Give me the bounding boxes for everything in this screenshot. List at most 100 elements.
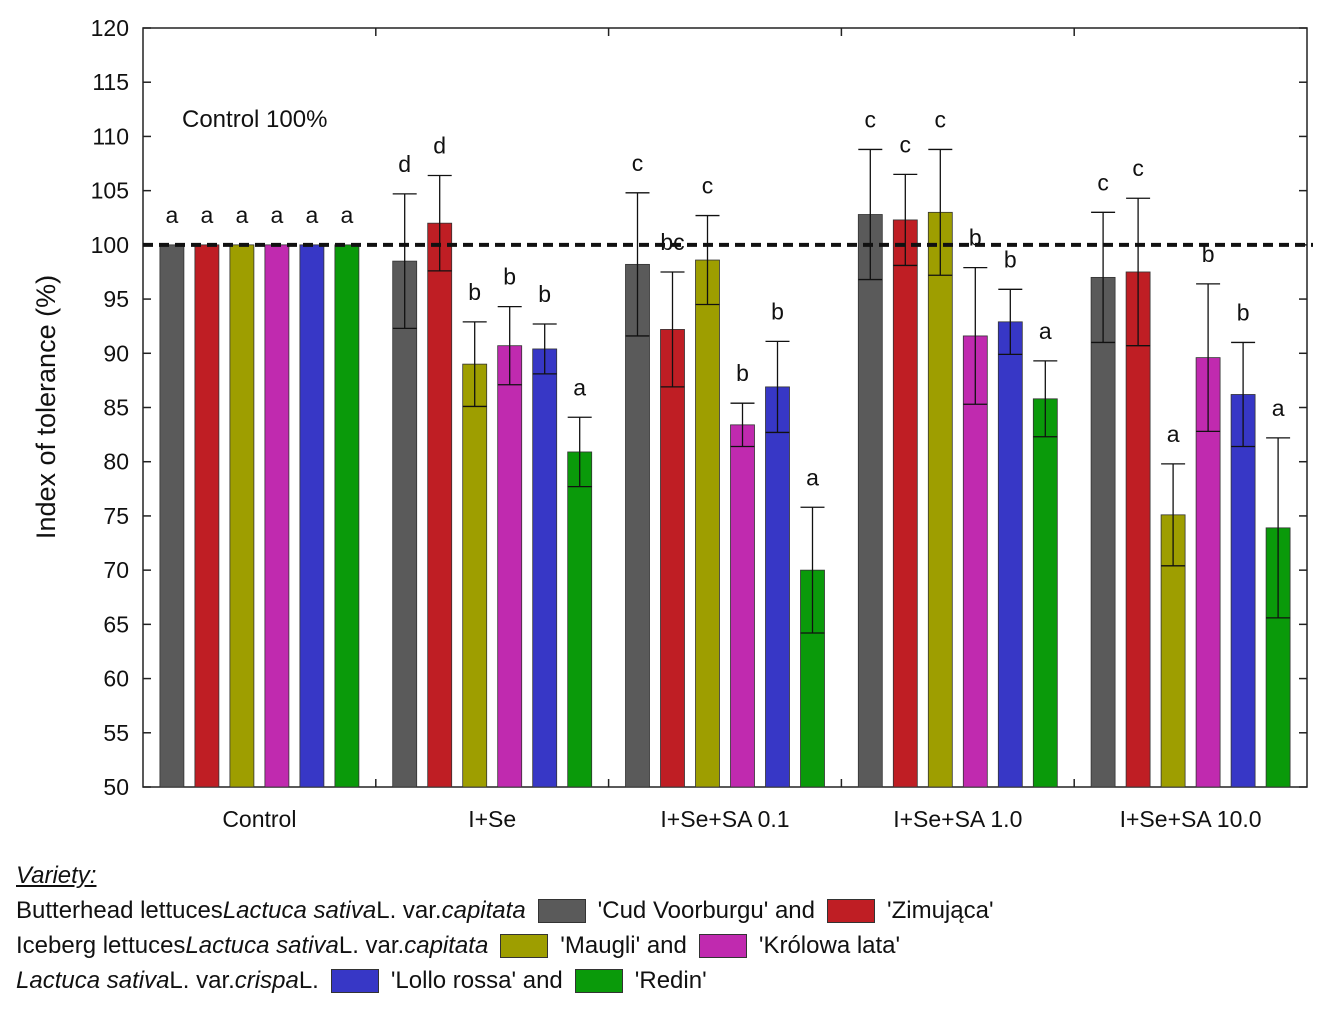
significance-letter: b — [1237, 299, 1250, 325]
legend-swatch-maugli — [500, 933, 549, 958]
significance-letter: b — [1202, 241, 1215, 267]
x-tick-label: I+Se+SA 1.0 — [893, 806, 1022, 832]
bar — [532, 348, 558, 788]
legend-title: Variety: — [16, 862, 97, 889]
x-tick-label: I+Se+SA 10.0 — [1120, 806, 1262, 832]
y-tick-label: 65 — [103, 611, 129, 637]
legend-item-zimujaca: 'Zimująca' — [887, 897, 994, 924]
legend-swatch-cud-voorburgu — [537, 898, 586, 923]
legend-row-mid: L. var. — [376, 897, 442, 924]
y-tick-label: 75 — [103, 503, 129, 529]
bar — [997, 321, 1023, 788]
bar — [497, 345, 523, 788]
labels-layer: 50 55 60 65 70 75 80 85 90 95 100 105 110 115 120 Contr… — [91, 15, 1313, 832]
bar — [427, 222, 453, 788]
legend-species: Lactuca sativa — [222, 897, 377, 924]
significance-letter: d — [398, 151, 411, 177]
bar — [264, 244, 290, 788]
y-tick-label: 100 — [91, 232, 129, 258]
x-tick-label: I+Se+SA 0.1 — [660, 806, 789, 832]
significance-letter: c — [632, 150, 644, 176]
significance-letter: a — [236, 202, 249, 228]
significance-letter: a — [1039, 318, 1052, 344]
legend-item-cud-voorburgu: 'Cud Voorburgu' and — [597, 897, 815, 924]
significance-letter: d — [433, 132, 446, 158]
significance-letter: a — [166, 202, 179, 228]
bar — [730, 424, 755, 788]
significance-letter: b — [468, 279, 481, 305]
bar — [299, 244, 325, 788]
significance-letter: a — [806, 464, 819, 490]
significance-letter: a — [573, 374, 586, 400]
y-tick-label: 120 — [91, 15, 129, 41]
significance-letter: b — [771, 298, 784, 324]
bar — [1230, 394, 1256, 788]
significance-letter: c — [1097, 169, 1109, 195]
significance-letter: b — [538, 281, 551, 307]
legend-row-crispa: Lactuca sativa L. var. crispa L. 'Lollo … — [16, 963, 994, 998]
significance-letter: c — [865, 106, 877, 132]
y-tick-label: 50 — [103, 774, 129, 800]
legend: Variety: Butterhead lettuces Lactuca sat… — [16, 858, 994, 998]
legend-swatch-krolowa-lata — [698, 933, 747, 958]
legend-row-suffix: L. — [298, 967, 319, 994]
bar — [695, 259, 720, 788]
significance-letter: a — [201, 202, 214, 228]
bar — [660, 329, 685, 788]
significance-letter: c — [702, 173, 714, 199]
y-tick-label: 105 — [91, 178, 129, 204]
legend-item-redin: 'Redin' — [634, 967, 707, 994]
bar — [962, 335, 988, 788]
bar — [625, 263, 650, 788]
legend-row-mid: L. var. — [169, 967, 235, 994]
significance-letter: c — [900, 131, 912, 157]
legend-swatch-lollo-rossa — [330, 968, 379, 993]
legend-variety: capitata — [404, 932, 489, 959]
y-tick-label: 60 — [103, 666, 129, 692]
y-tick-label: 80 — [103, 449, 129, 475]
bar — [892, 219, 918, 788]
significance-letter: b — [736, 360, 749, 386]
legend-species: Lactuca sativa — [185, 932, 339, 959]
significance-letter: bc — [660, 229, 684, 255]
y-tick-label: 115 — [92, 69, 129, 95]
bar — [927, 211, 953, 788]
bar — [334, 244, 360, 788]
legend-variety: crispa — [234, 967, 299, 994]
significance-letter: b — [503, 264, 516, 290]
y-tick-label: 95 — [103, 286, 129, 312]
legend-title-row: Variety: — [16, 858, 994, 893]
legend-item-lollo-rossa: 'Lollo rossa' and — [390, 967, 563, 994]
bar — [1090, 276, 1116, 788]
y-tick-label: 55 — [103, 720, 129, 746]
legend-row-mid: L. var. — [338, 932, 405, 959]
significance-letter: a — [341, 202, 354, 228]
x-tick-label: I+Se — [468, 806, 516, 832]
y-axis-label: Index of tolerance (%) — [31, 275, 61, 539]
significance-letter: c — [1132, 155, 1144, 181]
bar — [462, 363, 488, 788]
significance-letter: a — [1167, 421, 1180, 447]
bar — [392, 260, 418, 788]
legend-row-prefix: Butterhead lettuces — [16, 897, 223, 924]
legend-row-butterhead: Butterhead lettuces Lactuca sativa L. va… — [16, 893, 994, 928]
bar — [194, 244, 220, 788]
significance-letter: a — [1272, 395, 1285, 421]
legend-swatch-redin — [574, 968, 623, 993]
bar — [1032, 398, 1058, 788]
bar — [1125, 271, 1151, 788]
bar — [857, 214, 883, 788]
control-annotation: Control 100% — [182, 106, 327, 133]
legend-row-iceberg: Iceberg lettuces Lactuca sativa L. var. … — [16, 928, 994, 963]
legend-species: Lactuca sativa — [16, 967, 170, 994]
significance-letter: c — [935, 106, 947, 132]
y-tick-label: 85 — [103, 395, 129, 421]
bar — [159, 244, 185, 788]
legend-item-krolowa-lata: 'Królowa lata' — [758, 932, 901, 959]
legend-row-prefix: Iceberg lettuces — [16, 932, 186, 959]
bars-layer — [159, 148, 1291, 788]
y-tick-label: 90 — [103, 340, 129, 366]
legend-item-maugli: 'Maugli' and — [560, 932, 687, 959]
bar — [567, 451, 593, 788]
significance-letter: b — [1004, 246, 1017, 272]
